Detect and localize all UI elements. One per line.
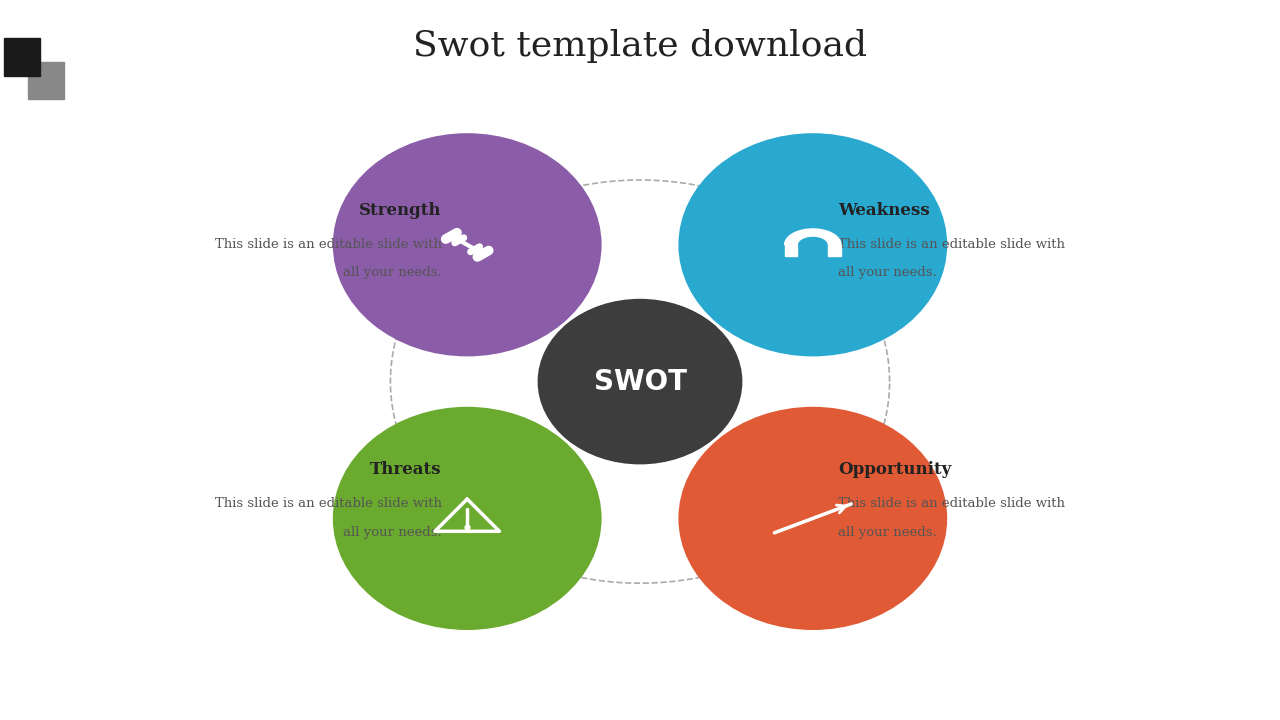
- Bar: [4, 38, 40, 76]
- Text: all your needs.: all your needs.: [838, 526, 937, 539]
- Polygon shape: [828, 245, 841, 256]
- Ellipse shape: [538, 299, 742, 464]
- Ellipse shape: [678, 133, 947, 356]
- Bar: [28, 62, 64, 99]
- Text: Swot template download: Swot template download: [413, 29, 867, 63]
- Text: This slide is an editable slide with: This slide is an editable slide with: [215, 497, 442, 510]
- Ellipse shape: [333, 407, 602, 630]
- Text: This slide is an editable slide with: This slide is an editable slide with: [215, 238, 442, 251]
- Text: all your needs.: all your needs.: [343, 266, 442, 279]
- Text: Threats: Threats: [370, 461, 442, 478]
- Text: This slide is an editable slide with: This slide is an editable slide with: [838, 238, 1065, 251]
- Text: all your needs.: all your needs.: [838, 266, 937, 279]
- Text: Opportunity: Opportunity: [838, 461, 951, 478]
- Ellipse shape: [678, 407, 947, 630]
- Ellipse shape: [333, 133, 602, 356]
- Polygon shape: [785, 245, 797, 256]
- Text: This slide is an editable slide with: This slide is an editable slide with: [838, 497, 1065, 510]
- Text: Strength: Strength: [360, 202, 442, 219]
- Text: Weakness: Weakness: [838, 202, 931, 219]
- Text: all your needs.: all your needs.: [343, 526, 442, 539]
- Polygon shape: [785, 229, 841, 245]
- Text: SWOT: SWOT: [594, 368, 686, 395]
